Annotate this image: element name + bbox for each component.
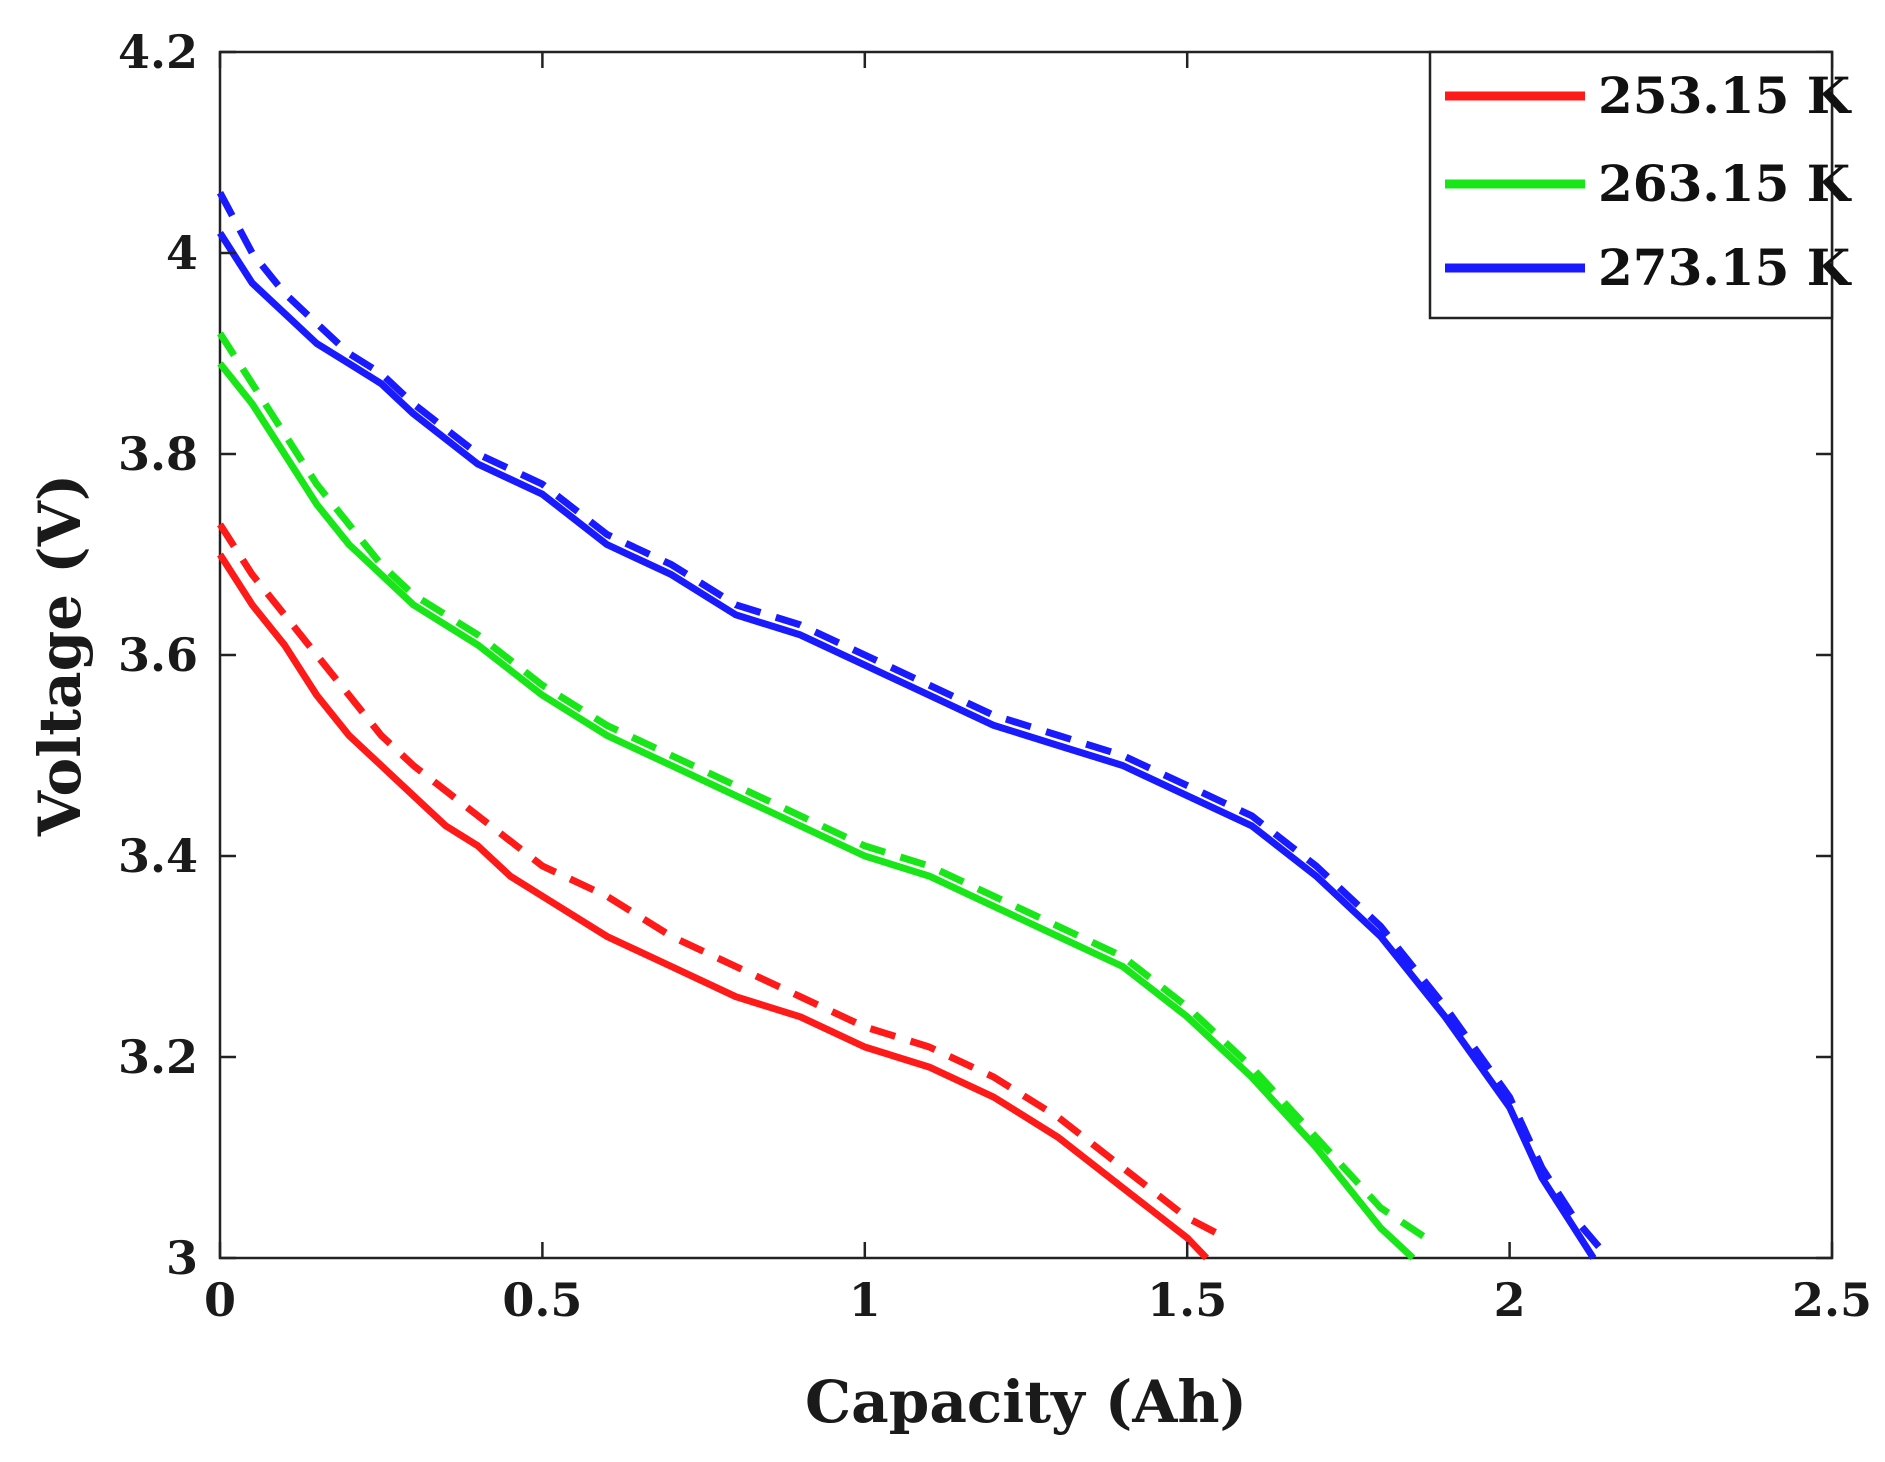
x-tick-label-1: 0.5	[502, 1273, 582, 1327]
y-tick-label-6: 4.2	[118, 25, 198, 79]
series-line-5	[216, 191, 1603, 1251]
y-tick-label-1: 3.2	[118, 1030, 198, 1084]
x-tick-label-2: 1	[849, 1273, 881, 1327]
tick-labels-layer: 0 0.5 1 1.5 2 2.5 3 3.2 3.4 3.6 3.8 4 4.2	[118, 25, 1872, 1327]
y-axis-title: Voltage (V)	[26, 474, 94, 837]
series-line-2	[217, 361, 1416, 1261]
series-line-3	[217, 331, 1428, 1241]
y-tick-label-2: 3.4	[118, 829, 198, 883]
legend-label-253k: 253.15 K	[1598, 66, 1852, 125]
series-layer	[216, 191, 1603, 1261]
x-tick-label-4: 2	[1494, 1273, 1526, 1327]
x-tick-label-5: 2.5	[1792, 1273, 1872, 1327]
legend: 253.15 K 263.15 K 273.15 K	[1428, 50, 1852, 320]
legend-label-273k: 273.15 K	[1598, 238, 1852, 297]
y-tick-label-4: 3.8	[118, 427, 198, 481]
ticks-layer	[218, 50, 1834, 1260]
y-tick-label-5: 4	[166, 226, 198, 280]
x-tick-label-0: 0	[204, 1273, 236, 1327]
legend-label-263k: 263.15 K	[1598, 154, 1852, 213]
series-line-4	[217, 231, 1597, 1260]
series-line-1	[217, 522, 1228, 1242]
y-tick-label-3: 3.6	[118, 628, 198, 682]
x-axis-title: Capacity (Ah)	[805, 1368, 1247, 1436]
y-tick-label-0: 3	[166, 1231, 198, 1285]
x-tick-label-3: 1.5	[1147, 1273, 1227, 1327]
series-line-0	[217, 552, 1210, 1261]
